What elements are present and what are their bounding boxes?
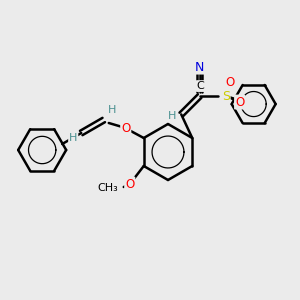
- Text: O: O: [125, 178, 134, 190]
- Text: C: C: [197, 81, 205, 91]
- Text: H: H: [108, 105, 116, 115]
- Text: O: O: [235, 96, 244, 109]
- Text: H: H: [168, 111, 176, 122]
- Text: H: H: [69, 133, 77, 143]
- Text: O: O: [121, 122, 130, 134]
- Text: N: N: [195, 61, 204, 74]
- Text: S: S: [222, 90, 230, 103]
- Text: CH₃: CH₃: [97, 183, 118, 193]
- Text: O: O: [225, 76, 234, 88]
